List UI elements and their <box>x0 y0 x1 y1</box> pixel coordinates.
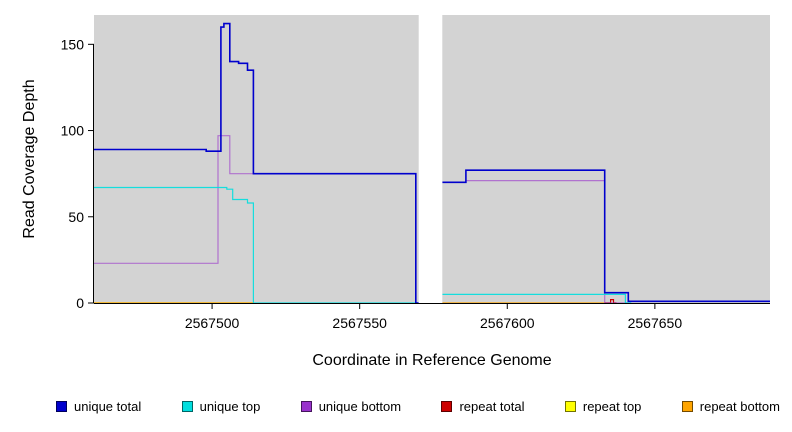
legend-swatch-repeat-total <box>441 401 453 412</box>
legend-item-unique-bottom: unique bottom <box>300 399 402 414</box>
y-axis-title: Read Coverage Depth <box>21 79 38 239</box>
series-line-unique-total <box>442 169 770 303</box>
legend-item-unique-top: unique top <box>181 399 261 414</box>
legend-item-repeat-bottom: repeat bottom <box>681 399 780 414</box>
x-tick-label: 2567650 <box>628 315 683 331</box>
no-data-gap <box>418 14 443 303</box>
legend-label: repeat top <box>582 399 642 414</box>
y-tick-label: 50 <box>68 209 84 225</box>
coverage-plot: 2567500 2567550 2567600 2567650 0 50 100 150 <box>61 14 770 331</box>
series-line-unique-total <box>94 22 419 304</box>
legend-item-repeat-top: repeat top <box>564 399 642 414</box>
legend-item-unique-total: unique total <box>56 399 141 414</box>
legend-label: unique total <box>74 399 142 414</box>
legend-label: repeat total <box>459 399 525 414</box>
legend-label: unique bottom <box>318 399 402 414</box>
legend-swatch-unique-total <box>56 401 67 412</box>
legend-item-repeat-total: repeat total <box>441 399 525 414</box>
x-tick-label: 2567550 <box>332 315 387 331</box>
legend: unique total unique top unique bottom repea… <box>56 399 780 414</box>
legend-swatch-repeat-top <box>564 401 576 412</box>
x-tick-label: 2567600 <box>480 315 535 331</box>
y-tick-label: 0 <box>76 295 84 311</box>
legend-label: repeat bottom <box>699 399 780 414</box>
legend-label: unique top <box>199 399 261 414</box>
series-line-unique-top <box>94 186 419 304</box>
legend-swatch-unique-top <box>181 401 193 412</box>
x-axis-title: Coordinate in Reference Genome <box>312 352 552 369</box>
legend-swatch-repeat-bottom <box>681 401 693 412</box>
y-tick-label: 150 <box>61 36 85 52</box>
x-tick-label: 2567500 <box>185 315 240 331</box>
legend-swatch-unique-bottom <box>300 401 312 412</box>
y-tick-label: 100 <box>61 123 85 139</box>
